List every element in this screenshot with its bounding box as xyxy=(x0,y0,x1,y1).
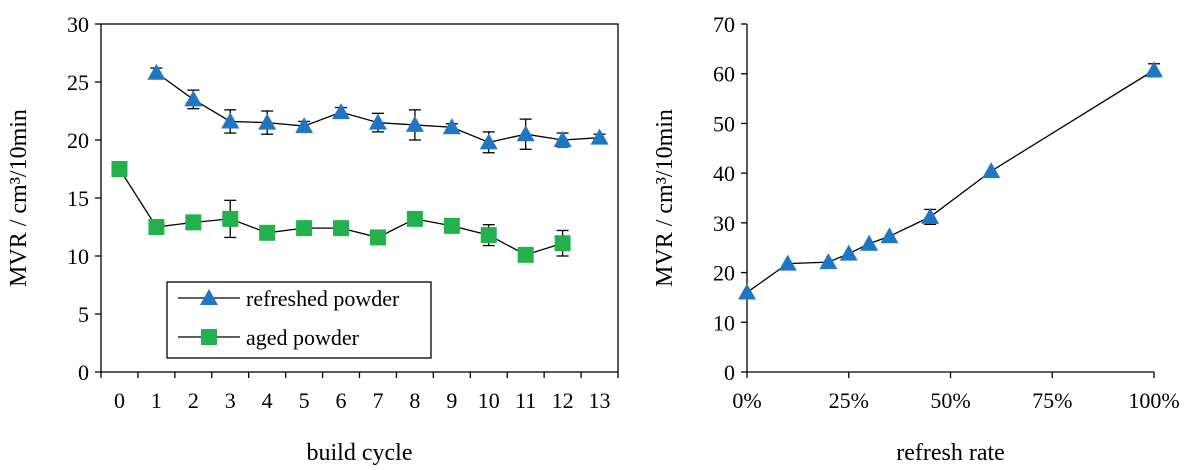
data-point xyxy=(738,283,756,300)
x-tick-label: 75% xyxy=(1032,388,1072,413)
series-line xyxy=(746,69,1155,293)
x-tick-label: 100% xyxy=(1128,388,1179,413)
data-point xyxy=(517,246,534,263)
data-point xyxy=(333,220,350,237)
data-point xyxy=(554,235,571,252)
x-tick-label: 0 xyxy=(114,388,125,413)
y-tick-label: 30 xyxy=(713,211,735,236)
legend: refreshed powder aged powder xyxy=(166,281,432,359)
x-tick-label: 10 xyxy=(478,388,500,413)
y-tick-label: 0 xyxy=(724,360,735,385)
y-axis-title: MVR / cm³/10min xyxy=(652,109,678,287)
y-tick-label: 50 xyxy=(713,111,735,136)
data-point xyxy=(880,227,899,244)
data-point xyxy=(860,234,879,251)
series-refreshed-powder xyxy=(147,63,609,154)
y-axis-title: MVR / cm³/10min xyxy=(6,109,32,287)
data-point xyxy=(111,161,128,177)
y-tick-label: 15 xyxy=(67,186,89,211)
x-axis-title: refresh rate xyxy=(896,440,1005,465)
x-tick-label: 11 xyxy=(515,388,536,413)
data-point xyxy=(778,254,797,271)
x-tick-label: 0% xyxy=(732,388,761,413)
data-point xyxy=(516,125,535,142)
x-tick-label: 13 xyxy=(589,388,611,413)
data-point xyxy=(982,162,1001,179)
x-tick-label: 1 xyxy=(151,388,162,413)
y-tick-label: 10 xyxy=(713,310,735,335)
data-point xyxy=(258,113,277,130)
y-tick-label: 25 xyxy=(67,70,89,95)
data-point xyxy=(480,227,497,244)
x-tick-label: 4 xyxy=(262,388,273,413)
x-tick-label: 9 xyxy=(446,388,457,413)
x-axis-title: build cycle xyxy=(307,440,413,465)
data-point xyxy=(295,117,314,134)
data-point xyxy=(819,253,838,270)
data-point xyxy=(147,63,166,80)
x-tick-label: 7 xyxy=(372,388,383,413)
y-tick-label: 70 xyxy=(713,12,735,37)
legend-label: refreshed powder xyxy=(246,286,400,311)
data-point xyxy=(184,90,203,107)
x-tick-label: 8 xyxy=(409,388,420,413)
data-point xyxy=(839,244,858,261)
legend-marker xyxy=(200,289,218,305)
x-tick-label: 5 xyxy=(299,388,310,413)
data-point xyxy=(553,131,572,147)
data-point xyxy=(222,210,239,227)
x-tick-label: 3 xyxy=(225,388,236,413)
data-point xyxy=(406,210,423,227)
data-point xyxy=(590,128,609,145)
series-aged-powder xyxy=(111,161,571,263)
x-tick-label: 25% xyxy=(829,388,869,413)
series-0 xyxy=(738,61,1163,300)
y-tick-label: 30 xyxy=(67,12,89,37)
data-point xyxy=(442,118,461,135)
data-point xyxy=(1145,61,1163,78)
x-tick-label: 2 xyxy=(188,388,199,413)
data-point xyxy=(443,217,460,234)
y-tick-label: 40 xyxy=(713,161,735,186)
x-tick-label: 50% xyxy=(930,388,970,413)
x-tick-label: 12 xyxy=(552,388,574,413)
legend-label: aged powder xyxy=(246,325,360,350)
data-point xyxy=(405,115,424,132)
data-point xyxy=(185,214,202,231)
x-tick-label: 6 xyxy=(336,388,347,413)
data-point xyxy=(296,220,313,237)
data-point xyxy=(332,103,351,120)
data-point xyxy=(259,224,276,241)
data-point xyxy=(368,113,387,130)
y-tick-label: 60 xyxy=(713,62,735,87)
y-tick-label: 0 xyxy=(78,360,89,385)
data-point xyxy=(148,219,165,235)
data-point xyxy=(221,112,240,129)
y-tick-label: 5 xyxy=(78,302,89,327)
y-tick-label: 20 xyxy=(713,261,735,286)
y-tick-label: 20 xyxy=(67,128,89,153)
chart-refresh-rate: 0 10 20 30 40 50 60 70 0% 25% 50% 75% 100% refresh ra… xyxy=(652,12,1180,466)
data-point xyxy=(921,207,940,224)
y-tick-label: 10 xyxy=(67,244,89,269)
legend-marker xyxy=(201,329,217,345)
data-point xyxy=(369,229,386,246)
data-point xyxy=(479,133,498,150)
